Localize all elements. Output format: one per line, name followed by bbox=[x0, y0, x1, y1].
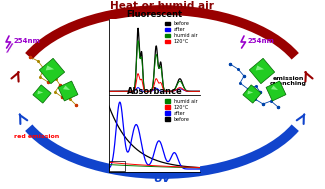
Text: Heat or humid air: Heat or humid air bbox=[110, 1, 214, 11]
Text: 254nm: 254nm bbox=[14, 38, 41, 44]
Text: /: / bbox=[6, 41, 14, 55]
Polygon shape bbox=[256, 65, 264, 70]
Legend: before, after, humid air, 120°C: before, after, humid air, 120°C bbox=[165, 21, 198, 44]
Legend: humid air, 120°C, after, before: humid air, 120°C, after, before bbox=[165, 99, 198, 122]
Polygon shape bbox=[249, 58, 275, 84]
Polygon shape bbox=[58, 81, 78, 101]
Polygon shape bbox=[46, 65, 54, 70]
Polygon shape bbox=[33, 85, 51, 103]
Polygon shape bbox=[63, 86, 70, 90]
Polygon shape bbox=[37, 91, 43, 94]
Text: 254nm: 254nm bbox=[248, 38, 275, 44]
Title: Absorbance: Absorbance bbox=[126, 87, 182, 96]
Title: Fluorescent: Fluorescent bbox=[126, 10, 182, 19]
Bar bbox=[109, 161, 125, 171]
Polygon shape bbox=[271, 86, 278, 90]
Polygon shape bbox=[247, 91, 253, 94]
Text: emission
quenching: emission quenching bbox=[269, 76, 306, 86]
Polygon shape bbox=[266, 81, 286, 101]
Polygon shape bbox=[243, 85, 261, 103]
Text: red emission: red emission bbox=[14, 135, 59, 139]
Polygon shape bbox=[39, 58, 65, 84]
Text: UV: UV bbox=[153, 174, 171, 184]
